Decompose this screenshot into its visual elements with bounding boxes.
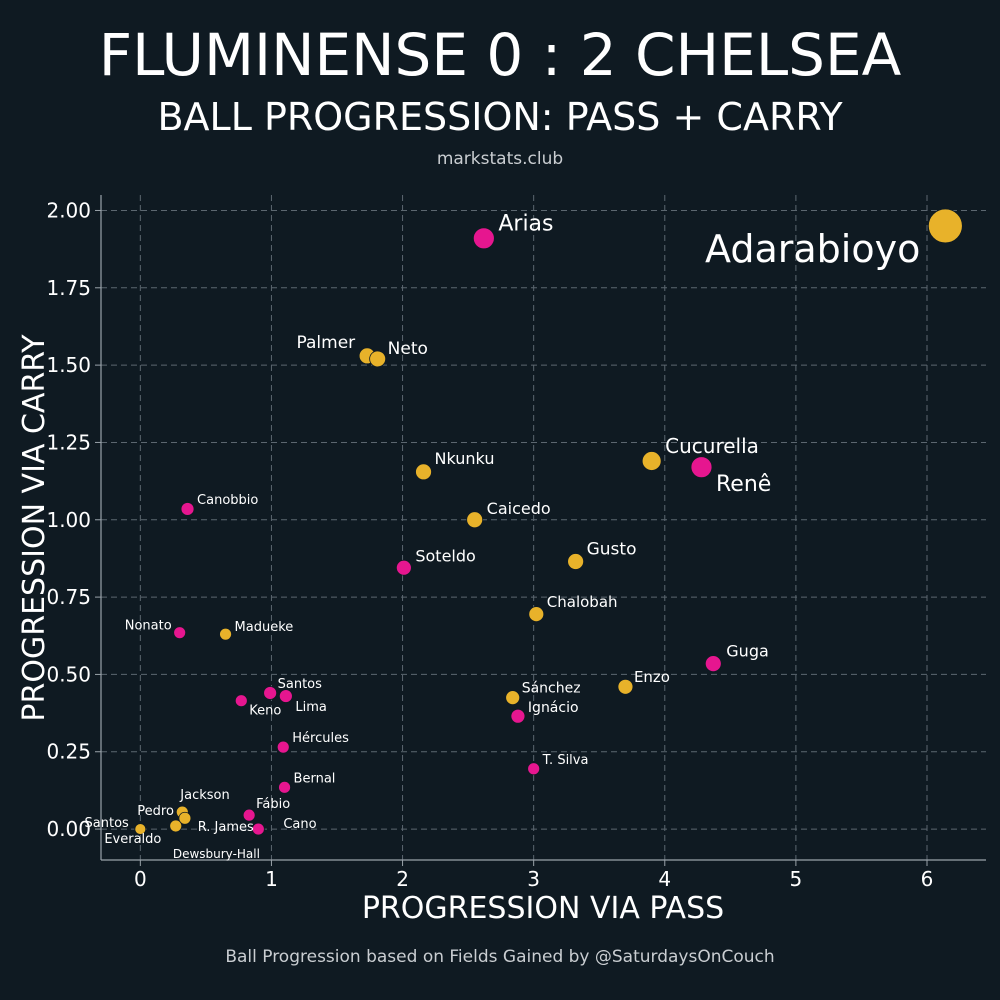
player-point-chelsea: [927, 208, 963, 244]
player-point-fluminense: [704, 655, 722, 672]
x-tick-label: 3: [527, 867, 540, 891]
x-tick-label: 2: [396, 867, 409, 891]
player-label: Adarabioyo: [705, 227, 920, 271]
player-point-fluminense: [278, 689, 293, 703]
player-label: Ignácio: [528, 700, 579, 716]
player-label: Cano: [283, 817, 316, 832]
player-label: Canobbio: [197, 493, 258, 508]
x-tick-label: 4: [658, 867, 671, 891]
player-point-chelsea: [641, 451, 662, 471]
y-axis-label: PROGRESSION VIA CARRY: [17, 334, 52, 722]
footer-credit: Ball Progression based on Fields Gained …: [225, 947, 775, 967]
player-label: Renê: [716, 472, 771, 497]
player-label: Arias: [498, 211, 553, 236]
player-label: Caicedo: [487, 499, 551, 518]
x-axis-label: PROGRESSION VIA PASS: [362, 891, 724, 926]
y-tick-label: 0.00: [46, 817, 91, 841]
player-point-fluminense: [510, 708, 526, 724]
player-point-chelsea: [567, 553, 585, 570]
y-tick-label: 1.00: [46, 508, 91, 532]
player-point-fluminense: [251, 822, 265, 836]
player-label: Nonato: [125, 619, 172, 634]
y-tick-label: 2.00: [46, 198, 91, 222]
player-label: Cucurella: [665, 434, 759, 458]
x-tick-label: 1: [265, 867, 278, 891]
player-point-fluminense: [242, 808, 256, 822]
point-layer: [134, 208, 963, 836]
player-label: Palmer: [297, 333, 356, 353]
player-label: Jackson: [179, 788, 229, 803]
player-label: Enzo: [634, 668, 670, 686]
y-tick-label: 1.50: [46, 353, 91, 377]
player-label: Chalobah: [547, 593, 618, 611]
player-point-fluminense: [276, 740, 290, 754]
player-label: Fábio: [256, 797, 290, 812]
player-label: T. Silva: [542, 753, 589, 768]
player-point-fluminense: [278, 780, 291, 794]
player-label: Lima: [295, 700, 326, 715]
player-label: R. James: [198, 820, 254, 835]
player-point-chelsea: [219, 627, 232, 641]
player-label: Nkunku: [435, 449, 495, 468]
player-label: Guga: [726, 642, 769, 661]
label-layer: Adarabioyo Arias Palmer Neto Cucurella Renê Nk…: [85, 211, 921, 861]
player-point-fluminense: [395, 559, 412, 576]
player-point-fluminense: [527, 762, 541, 776]
player-point-fluminense: [263, 686, 278, 700]
player-label: Santos: [278, 677, 323, 692]
player-point-fluminense: [173, 626, 187, 640]
player-point-chelsea: [369, 350, 387, 368]
player-point-chelsea: [505, 690, 521, 706]
player-label: Madueke: [235, 620, 294, 635]
axis-layer: 0 1 2 3 4 5 6 0.00 0.25 0.50 0.75 1.00 1.25 1.50 1.75 2…: [46, 195, 986, 891]
y-tick-label: 0.50: [46, 662, 91, 686]
player-label: Keno: [249, 704, 281, 719]
player-label: Pedro: [137, 804, 174, 819]
player-point-chelsea: [617, 678, 634, 695]
chart-subtitle: BALL PROGRESSION: PASS + CARRY: [157, 95, 843, 139]
chart-title: FLUMINENSE 0 : 2 CHELSEA: [98, 21, 902, 89]
player-point-fluminense: [234, 694, 248, 708]
player-point-chelsea: [415, 463, 432, 481]
grid-layer: [101, 195, 986, 860]
player-point-chelsea: [178, 811, 192, 825]
player-point-fluminense: [472, 227, 495, 250]
source-link[interactable]: markstats.club: [436, 149, 564, 169]
player-label: Sánchez: [522, 681, 581, 697]
player-point-fluminense: [180, 502, 195, 516]
player-point-chelsea: [528, 606, 545, 623]
player-label: Neto: [388, 339, 428, 359]
player-point-chelsea: [466, 511, 484, 529]
x-tick-label: 6: [921, 867, 934, 891]
y-tick-label: 1.75: [46, 276, 91, 300]
player-label: Bernal: [294, 771, 336, 786]
player-label: Everaldo: [104, 832, 161, 847]
x-tick-label: 5: [790, 867, 803, 891]
player-point-chelsea: [169, 819, 183, 833]
player-label: Gusto: [587, 540, 637, 560]
player-label: Dewsbury-Hall: [173, 847, 260, 861]
y-tick-label: 0.25: [46, 740, 91, 764]
x-tick-label: 0: [134, 867, 147, 891]
y-tick-label: 0.75: [46, 585, 91, 609]
player-label: Santos: [85, 816, 130, 831]
y-tick-label: 1.25: [46, 430, 91, 454]
player-point-fluminense: [690, 456, 713, 479]
player-point-chelsea: [134, 823, 147, 835]
player-label: Soteldo: [415, 547, 475, 566]
player-label: Hércules: [292, 731, 349, 746]
